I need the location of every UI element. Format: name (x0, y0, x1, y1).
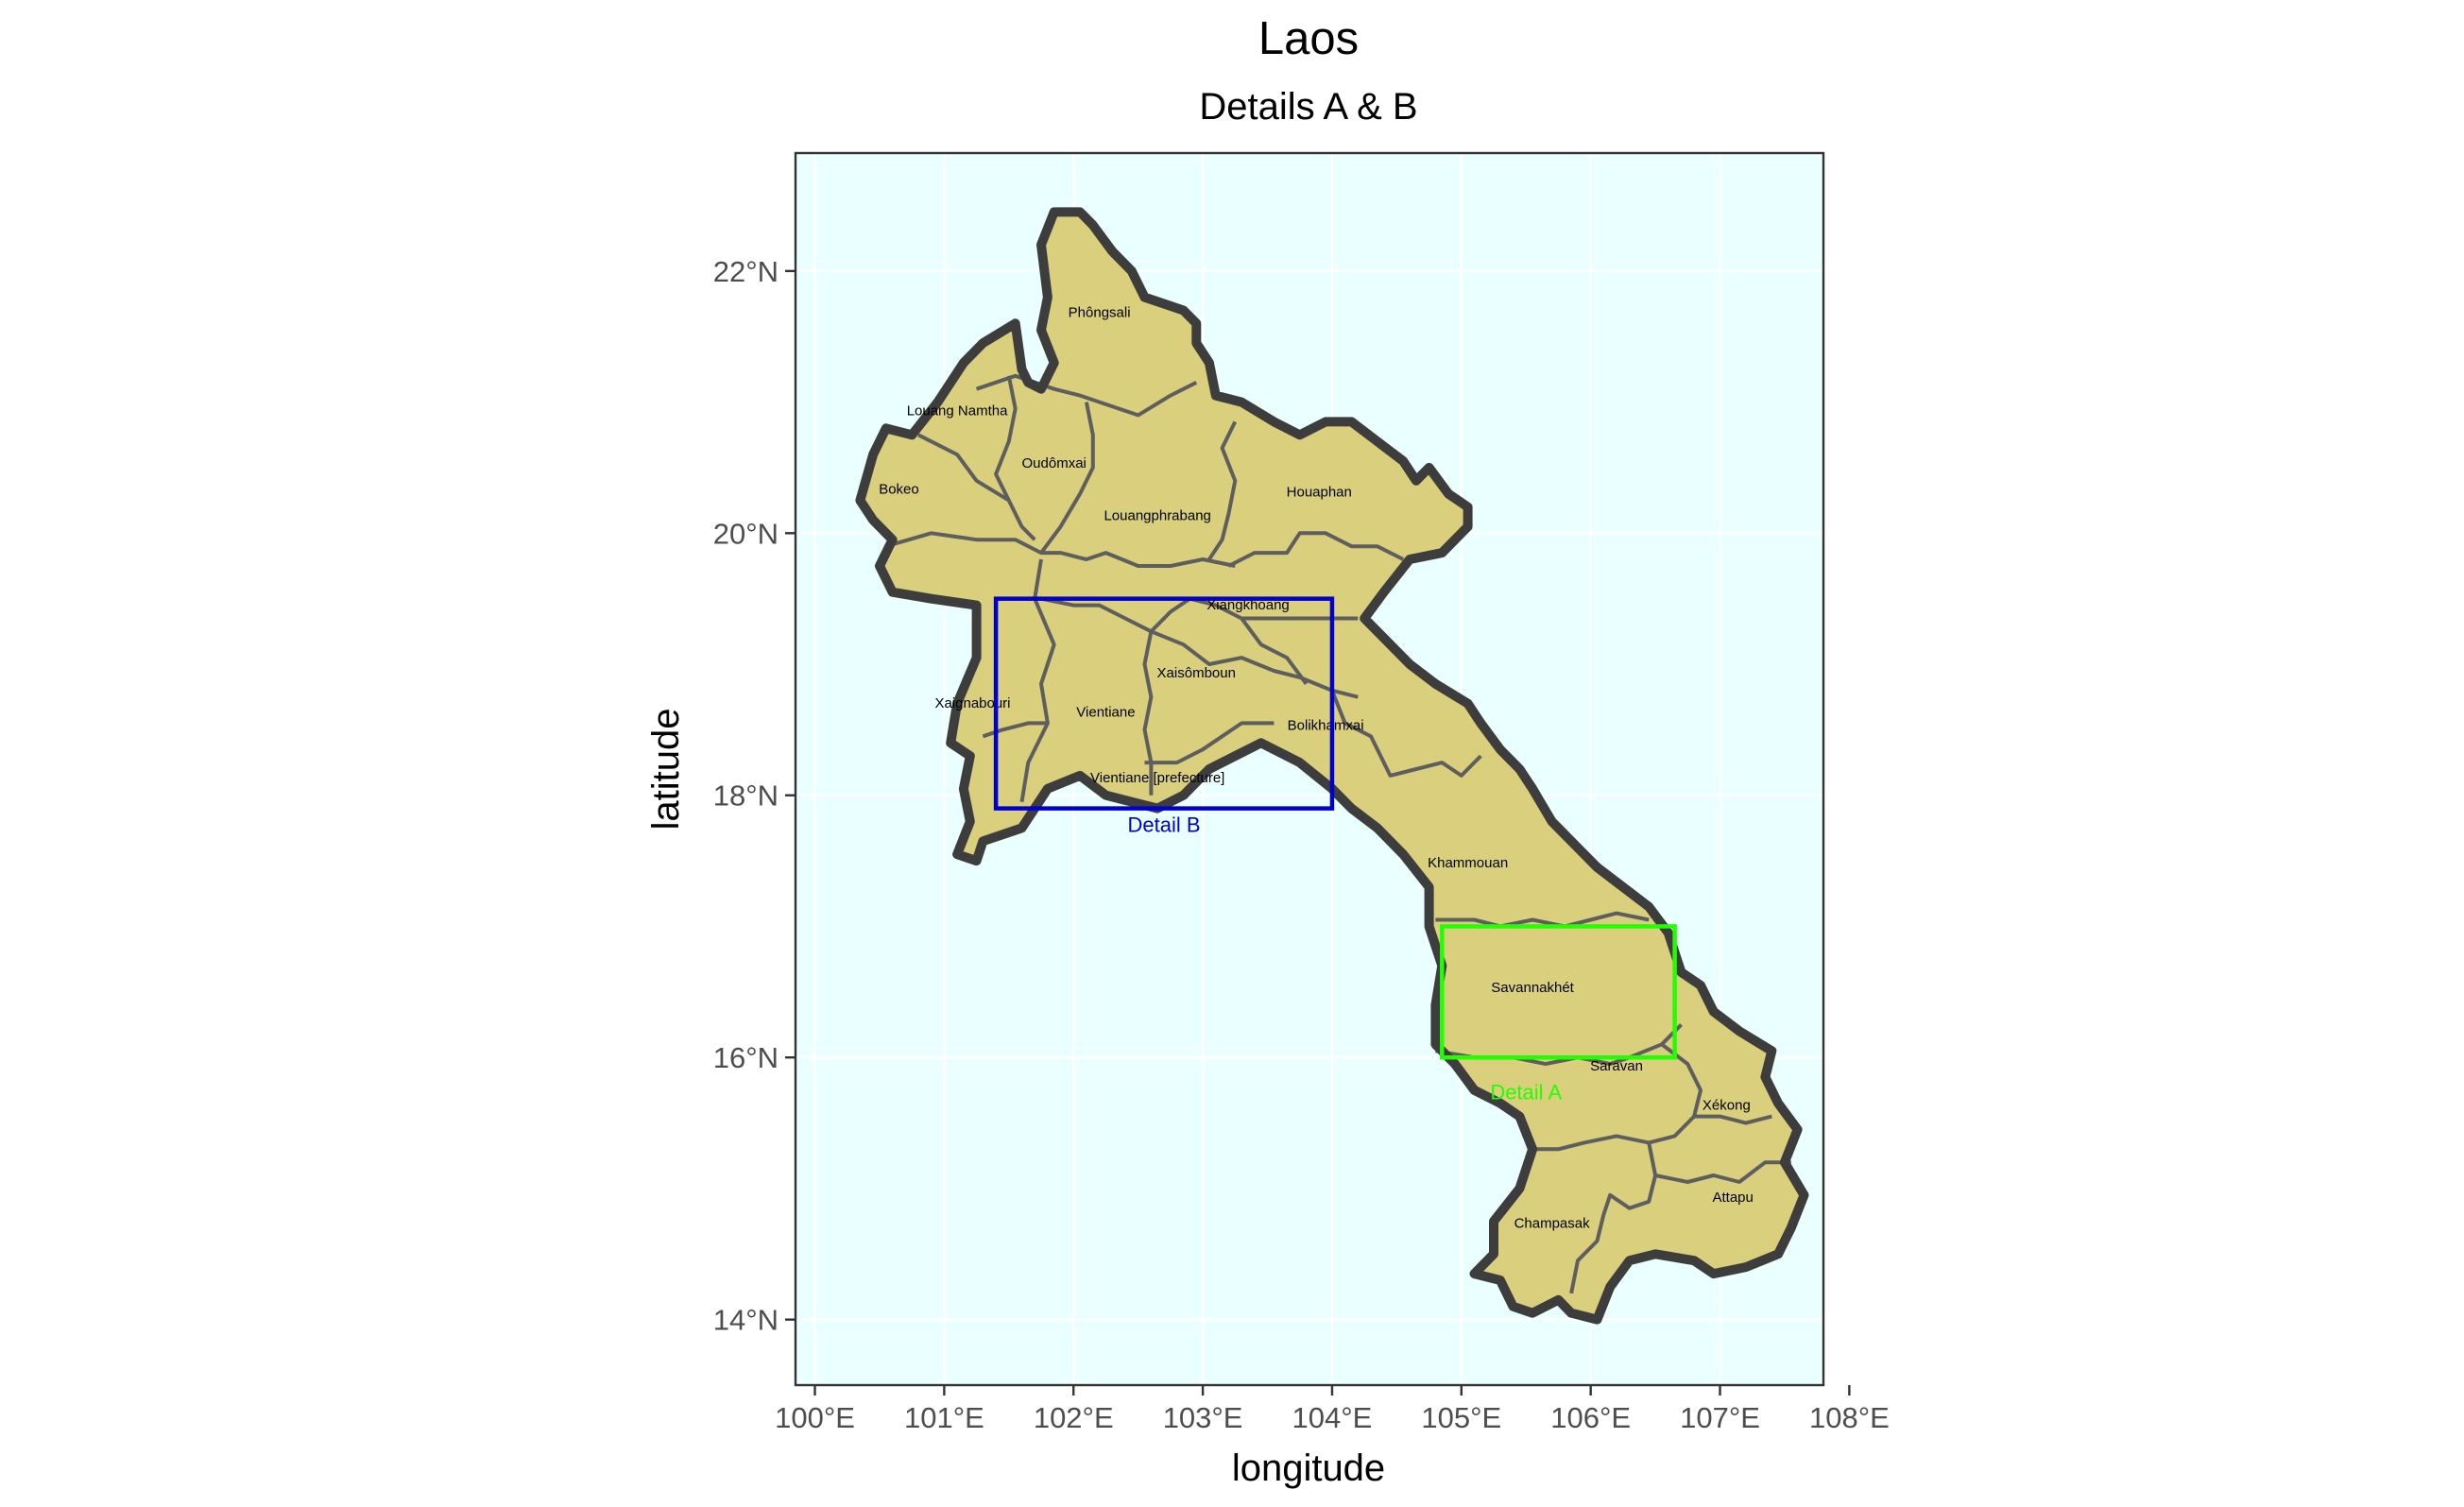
province-border (994, 375, 1018, 502)
x-tick-label: 108°E (1809, 1401, 1890, 1434)
y-tick-label: 22°N (713, 255, 779, 288)
province-border (1694, 1114, 1772, 1125)
x-tick-label: 107°E (1680, 1401, 1760, 1434)
province-label: Phôngsali (1069, 304, 1131, 320)
y-tick-label: 18°N (713, 779, 779, 813)
province-label: Houaphan (1287, 484, 1352, 500)
province-labels: Phôngsali Louang Namtha Oudômxai Bokeo Louan… (879, 304, 1754, 1231)
province-border (1039, 402, 1095, 555)
province-label: Attapu (1713, 1190, 1754, 1206)
province-border (1532, 1042, 1703, 1152)
province-label: Bolikhamxai (1288, 717, 1364, 733)
province-border (1240, 617, 1309, 685)
province-border (1227, 531, 1405, 568)
detail-box (993, 596, 1335, 811)
province-label: Xékong (1703, 1098, 1751, 1114)
detail-box-label: Detail A (1490, 1081, 1562, 1105)
province-border (1654, 1160, 1791, 1184)
province-label: Xaignabouri (934, 695, 1010, 711)
province-label: Vientiane (1076, 705, 1135, 721)
x-tick-label: 102°E (1034, 1401, 1114, 1434)
province-label: Savannakhét (1491, 980, 1574, 996)
panel-border (794, 151, 1825, 1387)
province-label: Bokeo (879, 482, 919, 498)
detail-boxes: Detail A Detail B (993, 596, 1677, 1105)
x-tick-label: 104°E (1292, 1401, 1373, 1434)
province-border (885, 531, 1236, 568)
province-label: Louangphrabang (1104, 507, 1210, 523)
map-title: Laos (1258, 13, 1359, 64)
x-tick-label: 103°E (1163, 1401, 1243, 1434)
province-label: Khammouan (1428, 855, 1508, 871)
province-border (1435, 911, 1650, 929)
x-tick-label: 100°E (775, 1401, 855, 1434)
province-label: Champasak (1514, 1216, 1591, 1232)
detail-box (1440, 924, 1677, 1060)
province-label: Oudômxai (1022, 455, 1087, 471)
province-label: Xiangkhoang (1206, 597, 1290, 613)
y-tick-label: 16°N (713, 1041, 779, 1074)
province-border (1207, 420, 1238, 561)
x-tick-label: 101°E (904, 1401, 984, 1434)
map-subtitle: Details A & B (1199, 86, 1417, 128)
x-tick-label: 105°E (1421, 1401, 1501, 1434)
province-border (1569, 1142, 1658, 1294)
y-axis: 14°N 16°N 18°N 20°N 22°N (713, 255, 796, 1337)
province-border (1330, 690, 1482, 778)
detail-box-label: Detail B (1128, 813, 1201, 837)
x-tick-label: 106°E (1550, 1401, 1631, 1434)
province-border (982, 721, 1048, 739)
province-border (1150, 629, 1359, 699)
province-border (1144, 721, 1275, 765)
y-axis-label: latitude (645, 709, 687, 831)
x-axis-label: longitude (1232, 1447, 1385, 1489)
province-border (1040, 596, 1359, 634)
province-label: Xaisômboun (1157, 665, 1236, 681)
province-label: Vientiane [prefecture] (1090, 770, 1224, 786)
province-label: Louang Namtha (907, 402, 1008, 419)
province-border (1142, 630, 1154, 796)
y-tick-label: 14°N (713, 1304, 779, 1337)
x-axis: 100°E 101°E 102°E 103°E 104°E 105°E 106°E 107°E… (775, 1385, 1890, 1434)
y-tick-label: 20°N (713, 517, 779, 550)
province-label: Saravan (1590, 1058, 1643, 1074)
province-border (917, 433, 1036, 541)
